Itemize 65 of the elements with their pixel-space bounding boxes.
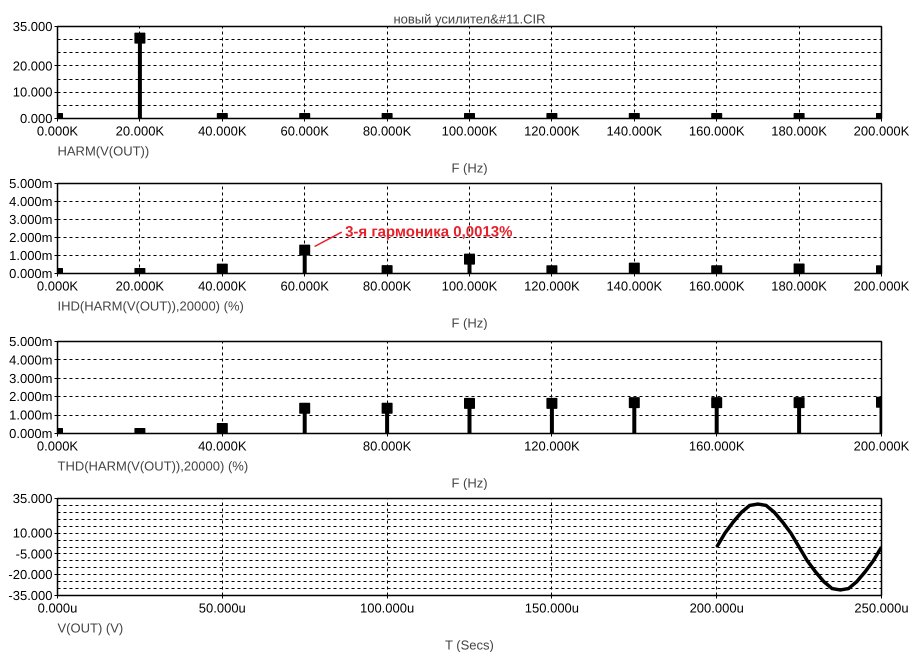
annotation: 3-я гармоника 0,0013% [345,224,512,241]
x-tick-label: 100.000u [360,600,414,616]
x-tick-label: 180.000K [771,124,828,138]
text: V(OUT) (V) [58,620,124,636]
x-tick-label: 50.000u [198,600,246,616]
y-tick-label: 5.000m [9,176,53,191]
x-tick-label: 200.000K [854,124,910,138]
x-tick-label: 250.000u [854,600,909,616]
y-tick-label: -35.000 [8,588,53,603]
text: HARM(V(OUT)) [58,144,150,158]
x-axis-title: F (Hz) [451,476,488,490]
y-tick-label: 35.000 [12,19,53,34]
x-tick-label: 0.000K [36,438,78,454]
x-tick-label: 200.000K [854,438,910,454]
text: IHD(HARM(V(OUT)),20000) (%) [58,298,244,314]
y-tick-label: 0.000m [9,426,53,441]
x-tick-label: 160.000K [688,124,745,138]
y-tick-label: 10.000 [12,84,53,100]
y-tick-label: 20.000 [12,58,53,74]
x-tick-label: 100.000K [442,278,498,294]
x-tick-label: 0.000K [36,124,78,138]
y-tick-label: 10.000 [12,526,53,541]
y-tick-label: -20.000 [8,567,53,582]
y-tick-label: 1.000m [9,408,53,423]
x-tick-label: 180.000K [771,278,828,294]
x-tick-label: 20.000K [116,278,164,294]
x-tick-label: 150.000u [524,600,580,616]
x-tick-label: 0.000K [36,278,78,294]
x-tick-label: 60.000K [280,124,330,138]
x-tick-label: 40.000K [198,438,247,454]
y-tick-label: 0.000m [9,266,53,281]
x-axis-title: F (Hz) [451,160,488,176]
x-tick-label: 200.000u [690,600,744,616]
x-tick-label: 140.000K [606,278,662,294]
x-tick-label: 80.000K [362,278,412,294]
x-tick-label: 160.000K [688,438,745,454]
y-tick-label: 2.000m [9,230,53,245]
chart-title: новый усилител&#11.CIR [393,12,546,26]
y-tick-label: 2.000m [9,389,53,404]
x-tick-label: 40.000K [198,124,247,138]
y-tick-label: 4.000m [9,194,53,209]
x-tick-label: 160.000K [688,278,745,294]
x-tick-label: 80.000K [362,438,412,454]
x-axis-title: T (Secs) [444,638,494,652]
x-tick-label: 80.000K [362,124,412,138]
x-tick-label: 60.000K [280,278,330,294]
y-tick-label: 3.000m [9,212,53,227]
x-tick-label: 100.000K [442,124,498,138]
x-tick-label: 120.000K [524,278,580,294]
y-tick-label: 1.000m [9,248,53,263]
x-axis-title: F (Hz) [451,316,488,330]
y-tick-label: 4.000m [9,352,53,368]
x-tick-label: 120.000K [524,124,580,138]
y-tick-label: -5.000 [16,546,53,562]
x-tick-label: 20.000K [116,124,164,138]
x-tick-label: 0.000u [38,600,78,616]
y-tick-label: 3.000m [9,370,53,386]
x-tick-label: 120.000K [524,438,580,454]
x-tick-label: 140.000K [606,124,662,138]
text: THD(HARM(V(OUT)),20000) (%) [58,458,248,474]
y-tick-label: 35.000 [12,491,53,506]
x-tick-label: 40.000K [198,278,247,294]
y-tick-label: 0.000 [20,111,53,126]
y-tick-label: 5.000m [9,334,53,349]
x-tick-label: 200.000K [854,278,910,294]
